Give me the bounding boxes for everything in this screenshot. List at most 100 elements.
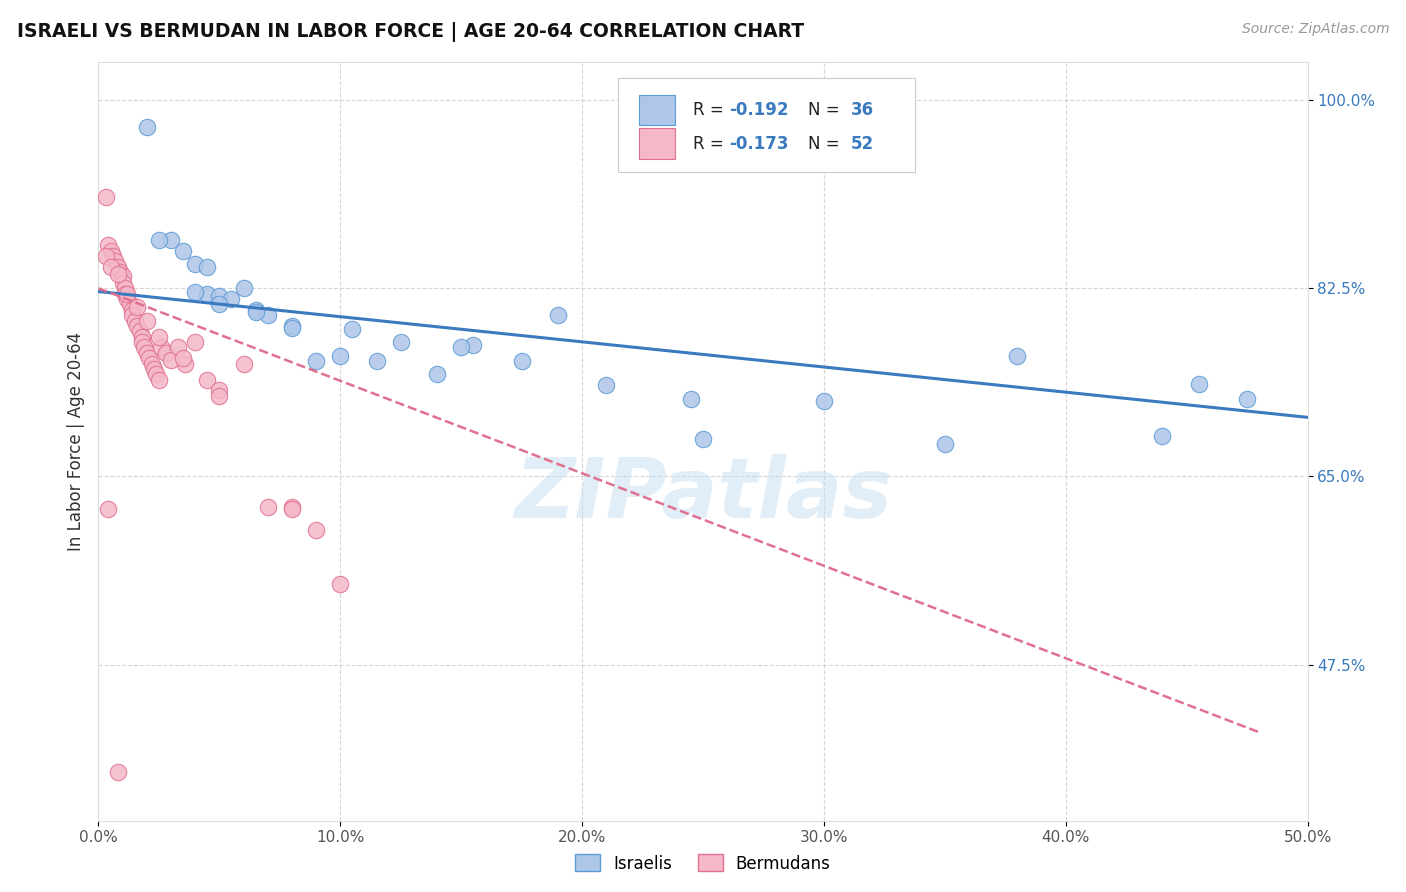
- Text: -0.173: -0.173: [730, 135, 789, 153]
- Point: [195, 373, 218, 387]
- Point: [135, 313, 157, 327]
- Point: [281, 321, 304, 335]
- Point: [160, 353, 183, 368]
- Point: [256, 308, 278, 322]
- Text: 36: 36: [851, 101, 873, 120]
- Point: [107, 260, 129, 274]
- Point: [141, 357, 163, 371]
- Point: [245, 302, 267, 317]
- Point: [510, 354, 533, 368]
- Y-axis label: In Labor Force | Age 20-64: In Labor Force | Age 20-64: [66, 332, 84, 551]
- Point: [127, 300, 149, 314]
- Point: [366, 354, 388, 368]
- Point: [134, 341, 156, 355]
- Point: [135, 346, 157, 360]
- Point: [208, 384, 231, 398]
- Point: [97, 501, 120, 516]
- Bar: [638, 128, 675, 159]
- Point: [94, 249, 117, 263]
- Point: [245, 305, 267, 319]
- Point: [221, 292, 243, 306]
- Point: [128, 324, 150, 338]
- Point: [155, 346, 177, 360]
- Point: [450, 341, 472, 355]
- Point: [595, 378, 617, 392]
- Bar: [638, 95, 675, 126]
- Point: [143, 362, 166, 376]
- Point: [104, 254, 127, 268]
- Point: [118, 297, 141, 311]
- Point: [114, 281, 136, 295]
- Point: [195, 286, 218, 301]
- Point: [389, 334, 412, 349]
- Text: ISRAELI VS BERMUDAN IN LABOR FORCE | AGE 20-64 CORRELATION CHART: ISRAELI VS BERMUDAN IN LABOR FORCE | AGE…: [17, 22, 804, 42]
- Point: [127, 318, 149, 333]
- Point: [117, 286, 139, 301]
- Legend: Israelis, Bermudans: Israelis, Bermudans: [568, 847, 838, 880]
- Point: [1188, 376, 1211, 391]
- Point: [148, 233, 170, 247]
- Point: [160, 233, 183, 247]
- Point: [329, 577, 352, 591]
- Point: [463, 338, 485, 352]
- Point: [1236, 392, 1258, 406]
- Point: [124, 313, 146, 327]
- Text: N =: N =: [808, 135, 845, 153]
- Point: [135, 120, 157, 134]
- Point: [150, 341, 173, 355]
- Text: N =: N =: [808, 101, 845, 120]
- Text: -0.192: -0.192: [730, 101, 789, 120]
- Point: [329, 349, 352, 363]
- Point: [342, 322, 364, 336]
- Point: [934, 437, 956, 451]
- Point: [145, 368, 167, 382]
- Point: [121, 302, 143, 317]
- Point: [167, 341, 190, 355]
- Point: [148, 329, 170, 343]
- Point: [107, 765, 129, 780]
- FancyBboxPatch shape: [619, 78, 915, 172]
- Point: [138, 351, 160, 366]
- Point: [117, 292, 139, 306]
- Point: [121, 308, 143, 322]
- Point: [184, 334, 207, 349]
- Text: ZIPatlas: ZIPatlas: [515, 454, 891, 535]
- Point: [256, 500, 278, 514]
- Point: [281, 318, 304, 333]
- Point: [131, 334, 153, 349]
- Point: [172, 351, 194, 366]
- Point: [174, 357, 197, 371]
- Text: R =: R =: [693, 135, 730, 153]
- Point: [100, 244, 122, 258]
- Point: [111, 276, 134, 290]
- Point: [692, 432, 714, 446]
- Point: [281, 500, 304, 514]
- Point: [111, 269, 134, 284]
- Point: [305, 354, 328, 368]
- Point: [208, 297, 231, 311]
- Point: [101, 249, 124, 263]
- Point: [184, 285, 207, 299]
- Point: [107, 268, 129, 282]
- Point: [172, 244, 194, 258]
- Point: [426, 368, 449, 382]
- Point: [94, 190, 117, 204]
- Point: [305, 523, 328, 537]
- Text: Source: ZipAtlas.com: Source: ZipAtlas.com: [1241, 22, 1389, 37]
- Point: [100, 260, 122, 274]
- Point: [208, 289, 231, 303]
- Point: [1007, 349, 1029, 363]
- Point: [547, 308, 569, 322]
- Point: [232, 281, 254, 295]
- Point: [195, 260, 218, 274]
- Point: [114, 286, 136, 301]
- Point: [208, 389, 231, 403]
- Point: [1152, 428, 1174, 442]
- Point: [97, 238, 120, 252]
- Point: [148, 373, 170, 387]
- Point: [813, 394, 835, 409]
- Point: [232, 357, 254, 371]
- Point: [184, 256, 207, 270]
- Point: [679, 392, 702, 406]
- Point: [131, 329, 153, 343]
